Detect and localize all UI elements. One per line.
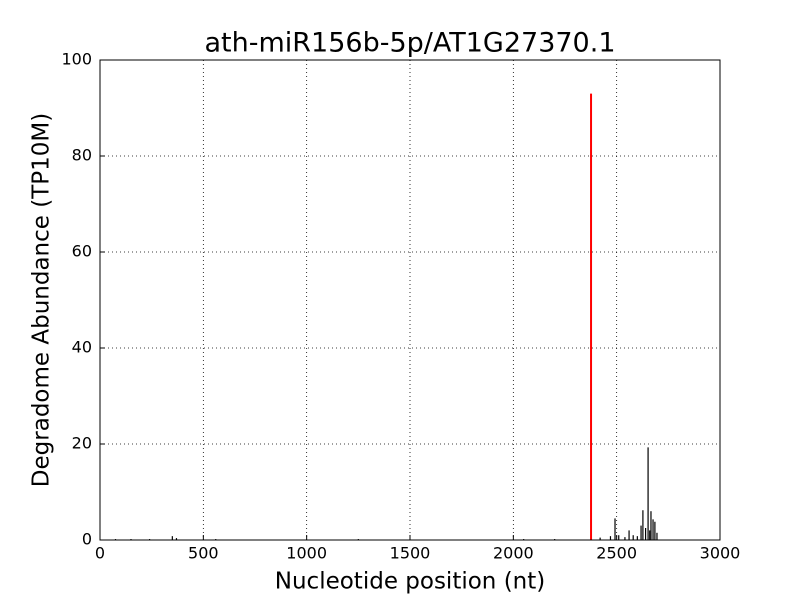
x-tick-label: 2500 (596, 544, 637, 563)
axes-frame (99, 59, 721, 541)
chart-title: ath-miR156b-5p/AT1G27370.1 (205, 28, 616, 59)
x-axis-label: Nucleotide position (nt) (275, 569, 545, 595)
y-tick-label: 0 (82, 530, 92, 549)
x-tick-label: 3000 (700, 544, 741, 563)
y-axis-label: Degradome Abundance (TP10M) (29, 113, 55, 487)
x-tick-label: 500 (188, 544, 219, 563)
y-tick-label: 40 (72, 338, 92, 357)
y-tick-label: 80 (72, 146, 92, 165)
x-tick-label: 2000 (493, 544, 534, 563)
x-tick-label: 0 (95, 544, 105, 563)
y-tick-label: 60 (72, 242, 92, 261)
x-tick-label: 1500 (390, 544, 431, 563)
y-tick-label: 100 (61, 50, 92, 69)
x-tick-label: 1000 (286, 544, 327, 563)
y-tick-label: 20 (72, 434, 92, 453)
